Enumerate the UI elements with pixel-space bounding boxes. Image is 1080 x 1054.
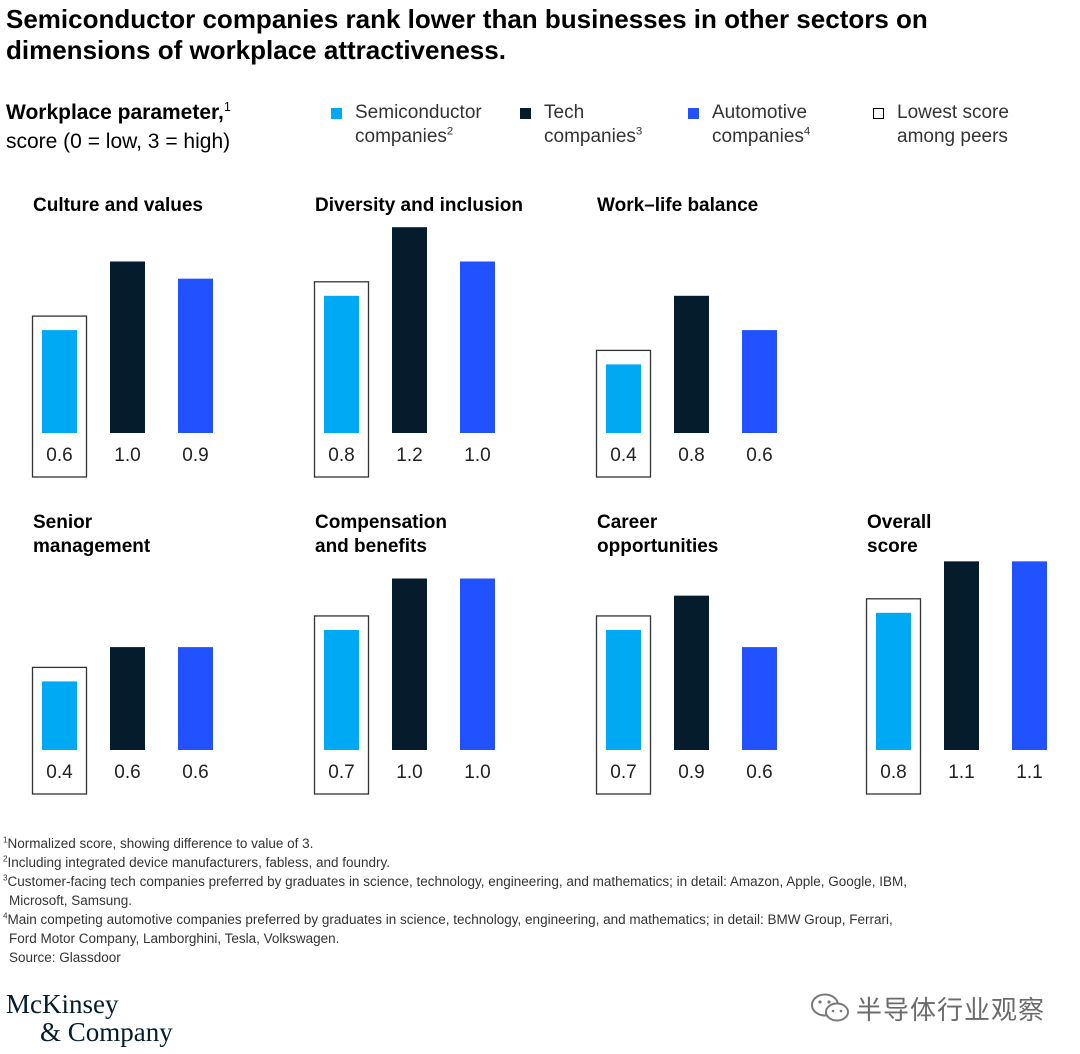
bar-semiconductor bbox=[42, 681, 77, 750]
bar-automotive bbox=[1012, 561, 1047, 750]
parameter-label: Workplace parameter, bbox=[6, 101, 224, 124]
bar-tech bbox=[110, 647, 145, 750]
parameter-description: Workplace parameter,1 score (0 = low, 3 … bbox=[6, 98, 306, 156]
value-label-semiconductor: 0.7 bbox=[328, 762, 354, 783]
bars-svg: 0.4 0.8 0.6 bbox=[595, 295, 777, 478]
footnote-3: 3Customer-facing tech companies preferre… bbox=[3, 873, 908, 908]
chart-title-diversity-and-inclusion: Diversity and inclusion bbox=[315, 195, 523, 216]
value-label-automotive: 0.9 bbox=[182, 445, 208, 466]
chart-title-career-opportunities: Career opportunities bbox=[597, 512, 719, 557]
chart-title-compensation-and-benefits: Compensation and benefits bbox=[315, 512, 447, 557]
chart-diversity-and-inclusion: Diversity and inclusion 0.8 1.2 1.0 bbox=[313, 194, 555, 484]
value-label-tech: 1.0 bbox=[396, 762, 422, 783]
bar-semiconductor bbox=[606, 629, 641, 750]
bar-tech bbox=[674, 595, 709, 750]
value-label-tech: 0.6 bbox=[114, 762, 140, 783]
value-label-automotive: 1.0 bbox=[464, 445, 490, 466]
legend-swatch-automotive bbox=[688, 108, 699, 119]
legend-swatch-tech bbox=[520, 108, 531, 119]
lowest-score-box bbox=[595, 615, 652, 795]
bar-automotive bbox=[460, 261, 495, 433]
value-label-semiconductor: 0.7 bbox=[610, 762, 636, 783]
parameter-label-sup: 1 bbox=[223, 100, 231, 114]
value-label-automotive: 1.1 bbox=[1016, 762, 1042, 783]
legend-swatch-lowest bbox=[873, 108, 884, 119]
bars-svg: 0.4 0.6 0.6 bbox=[31, 647, 213, 795]
bars-svg: 0.7 1.0 1.0 bbox=[313, 578, 495, 795]
chart-work-life-balance: Work–life balance 0.4 0.8 0.6 bbox=[595, 194, 837, 484]
watermark: 半导体行业观察 bbox=[810, 990, 1045, 1026]
lowest-score-box bbox=[31, 315, 88, 478]
bar-tech bbox=[392, 227, 427, 433]
mckinsey-logo: McKinsey & Company bbox=[6, 989, 173, 1047]
legend-label-lowest: Lowest score among peers bbox=[897, 102, 1009, 147]
value-label-tech: 0.9 bbox=[678, 762, 704, 783]
chart-compensation-and-benefits: Compensation and benefits 0.7 1.0 1.0 bbox=[313, 511, 555, 801]
legend-label-automotive: Automotive companies4 bbox=[712, 102, 811, 147]
bar-semiconductor bbox=[42, 330, 77, 433]
value-label-semiconductor: 0.6 bbox=[46, 445, 72, 466]
footnote-2: 2Including integrated device manufacture… bbox=[3, 854, 390, 870]
value-label-semiconductor: 0.8 bbox=[328, 445, 354, 466]
bars-svg: 0.8 1.2 1.0 bbox=[313, 227, 495, 478]
bar-tech bbox=[674, 295, 709, 433]
bar-automotive bbox=[178, 647, 213, 750]
value-label-semiconductor: 0.4 bbox=[610, 445, 637, 466]
chart-senior-management: Senior management 0.4 0.6 0.6 bbox=[31, 511, 273, 801]
value-label-automotive: 1.0 bbox=[464, 762, 490, 783]
bar-semiconductor bbox=[876, 612, 911, 750]
bar-automotive bbox=[178, 278, 213, 433]
chart-overall-score: Overall score 0.8 1.1 1.1 bbox=[865, 511, 1080, 801]
bar-automotive bbox=[742, 647, 777, 750]
value-label-tech: 1.1 bbox=[948, 762, 974, 783]
legend-swatch-semiconductor bbox=[331, 108, 342, 119]
wechat-icon bbox=[811, 993, 849, 1022]
value-label-tech: 1.2 bbox=[396, 445, 422, 466]
bar-automotive bbox=[460, 578, 495, 750]
lowest-score-box bbox=[313, 615, 370, 795]
footnotes: 1Normalized score, showing difference to… bbox=[3, 834, 1043, 967]
value-label-semiconductor: 0.8 bbox=[880, 762, 906, 783]
value-label-automotive: 0.6 bbox=[746, 445, 772, 466]
footnote-1: 1Normalized score, showing difference to… bbox=[3, 835, 314, 851]
bar-tech bbox=[944, 561, 979, 750]
bar-automotive bbox=[742, 330, 777, 433]
parameter-scale: score (0 = low, 3 = high) bbox=[6, 130, 231, 153]
legend-label-tech: Tech companies3 bbox=[544, 102, 643, 147]
source-note: Source: Glassdoor bbox=[9, 950, 121, 965]
value-label-automotive: 0.6 bbox=[182, 762, 208, 783]
bars-svg: 0.6 1.0 0.9 bbox=[31, 261, 213, 478]
value-label-tech: 0.8 bbox=[678, 445, 704, 466]
bars-svg: 0.8 1.1 1.1 bbox=[865, 561, 1047, 795]
bar-semiconductor bbox=[324, 295, 359, 433]
value-label-automotive: 0.6 bbox=[746, 762, 772, 783]
chart-title-work-life-balance: Work–life balance bbox=[597, 195, 759, 216]
chart-title-culture-and-values: Culture and values bbox=[33, 195, 203, 216]
bar-tech bbox=[110, 261, 145, 433]
chart-title-overall-score: Overall score bbox=[867, 512, 932, 557]
footnote-4: 4Main competing automotive companies pre… bbox=[3, 911, 893, 946]
bars-svg: 0.7 0.9 0.6 bbox=[595, 595, 777, 795]
lowest-score-box bbox=[313, 281, 370, 478]
lowest-score-box bbox=[865, 598, 922, 795]
lowest-score-box bbox=[31, 666, 88, 795]
lowest-score-box bbox=[595, 349, 652, 478]
bar-semiconductor bbox=[324, 629, 359, 750]
value-label-semiconductor: 0.4 bbox=[46, 762, 73, 783]
watermark-text: 半导体行业观察 bbox=[856, 995, 1046, 1026]
chart-culture-and-values: Culture and values 0.6 1.0 0.9 bbox=[31, 194, 273, 484]
bar-semiconductor bbox=[606, 364, 641, 433]
chart-title: Semiconductor companies rank lower than … bbox=[6, 4, 928, 65]
value-label-tech: 1.0 bbox=[114, 445, 140, 466]
chart-career-opportunities: Career opportunities 0.7 0.9 0.6 bbox=[595, 511, 837, 801]
bar-tech bbox=[392, 578, 427, 750]
chart-title-senior-management: Senior management bbox=[33, 512, 151, 557]
legend-label-semiconductor: Semiconductor companies2 bbox=[355, 102, 482, 147]
